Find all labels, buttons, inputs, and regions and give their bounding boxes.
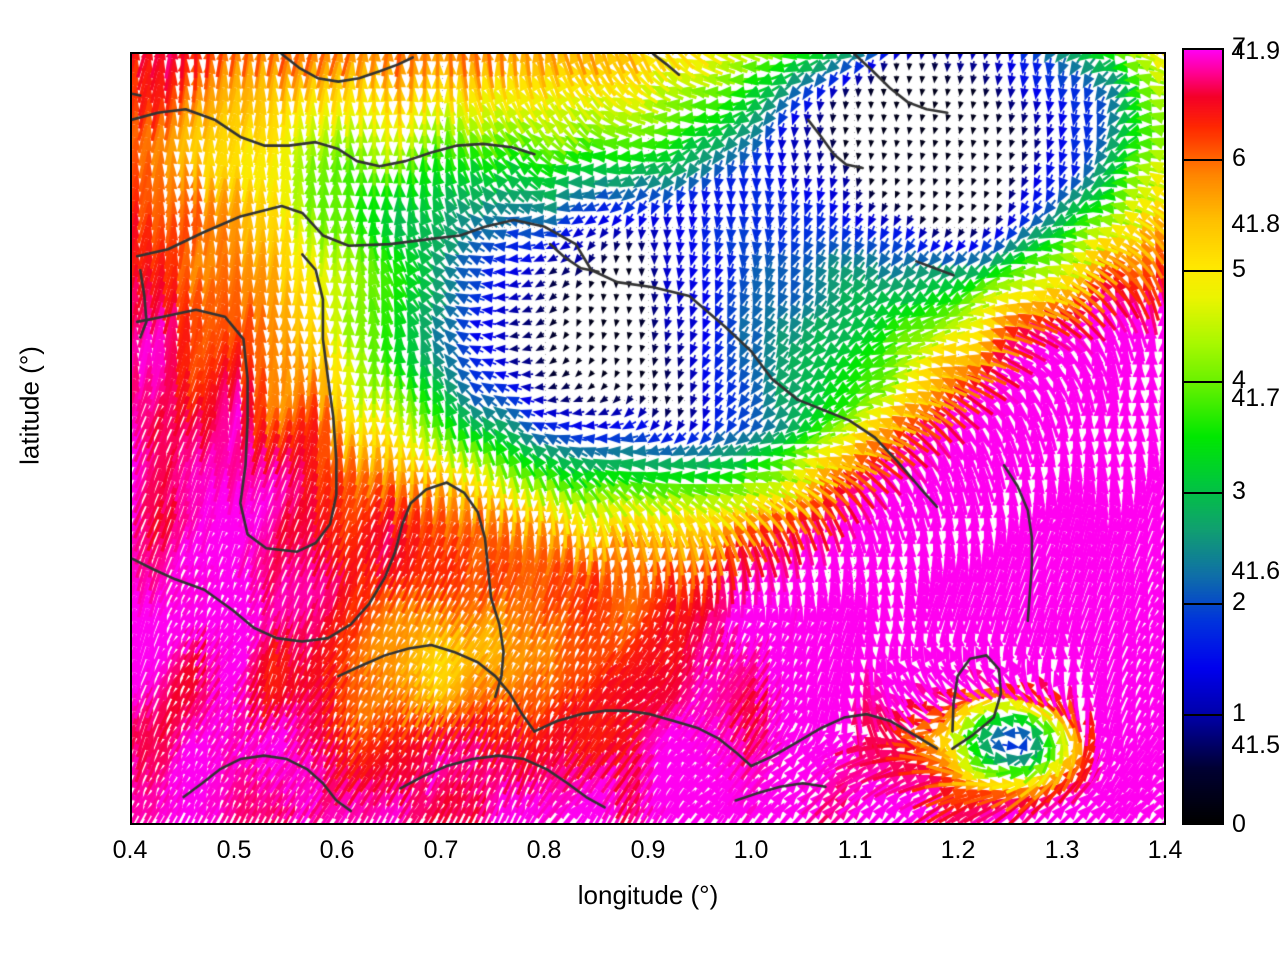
colorbar-label-6: 6 bbox=[1232, 144, 1246, 172]
colorbar-label-5: 5 bbox=[1232, 255, 1246, 283]
colorbar-label-0: 0 bbox=[1232, 810, 1246, 838]
xtick-label-0.6: 0.6 bbox=[319, 836, 355, 864]
colorbar-tick-4 bbox=[1184, 381, 1222, 383]
x-axis-title: longitude (°) bbox=[577, 880, 719, 910]
xtick-label-1.2: 1.2 bbox=[940, 836, 976, 864]
xtick-label-1.1: 1.1 bbox=[837, 836, 873, 864]
xtick-label-0.8: 0.8 bbox=[526, 836, 562, 864]
xtick-label-0.5: 0.5 bbox=[216, 836, 252, 864]
xtick-label-1.0: 1.0 bbox=[733, 836, 769, 864]
colorbar-label-4: 4 bbox=[1232, 366, 1246, 394]
ytick-label-41.5: 41.5 bbox=[1231, 731, 1280, 759]
xtick-label-1.3: 1.3 bbox=[1044, 836, 1080, 864]
vector-field-plot bbox=[130, 52, 1166, 825]
colorbar-tick-6 bbox=[1184, 159, 1222, 161]
colorbar-label-2: 2 bbox=[1232, 588, 1246, 616]
ytick-label-41.7: 41.7 bbox=[1231, 384, 1280, 412]
colorbar-label-1: 1 bbox=[1232, 699, 1246, 727]
colorbar-tick-3 bbox=[1184, 492, 1222, 494]
colorbar-tick-5 bbox=[1184, 270, 1222, 272]
ytick-label-41.9: 41.9 bbox=[1231, 37, 1280, 65]
colorbar-tick-2 bbox=[1184, 603, 1222, 605]
colorbar-label-3: 3 bbox=[1232, 477, 1246, 505]
ytick-label-41.8: 41.8 bbox=[1231, 210, 1280, 238]
ytick-label-41.6: 41.6 bbox=[1231, 557, 1280, 585]
xtick-label-1.4: 1.4 bbox=[1147, 836, 1183, 864]
colorbar-label-7: 7 bbox=[1232, 33, 1246, 61]
xtick-label-0.9: 0.9 bbox=[630, 836, 666, 864]
wind-vector-canvas bbox=[132, 54, 1164, 823]
xtick-label-0.4: 0.4 bbox=[112, 836, 148, 864]
xtick-label-0.7: 0.7 bbox=[423, 836, 459, 864]
colorbar bbox=[1182, 48, 1224, 825]
colorbar-gradient bbox=[1184, 50, 1222, 823]
y-axis-title: latitude (°) bbox=[14, 346, 45, 465]
colorbar-tick-1 bbox=[1184, 714, 1222, 716]
